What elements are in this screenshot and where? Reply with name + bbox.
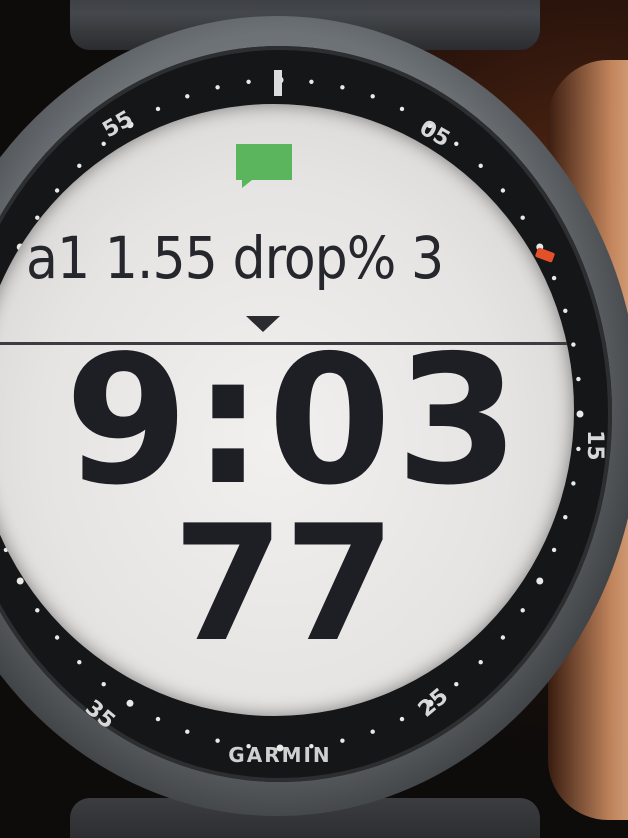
bezel-dot [500,188,506,193]
bezel-dot [126,121,134,129]
watch-display: a1 1.55 drop% 3 9:03 77 [0,104,574,716]
bezel-dot [551,275,557,281]
bezel-dot [35,608,40,613]
data-field-bottom: 77 [172,490,396,677]
bezel-dot [563,515,568,520]
data-field-top: a1 1.55 drop% 3 [26,224,444,292]
message-icon [236,144,292,188]
bezel-dot [309,744,314,749]
bezel-dot [215,738,220,743]
time-display: 9:03 [64,317,524,524]
bezel-dot [536,577,544,585]
bezel-dot [576,410,584,418]
bezel-dot [77,660,82,665]
twelve-o-clock-marker [274,70,282,96]
bezel-dot [520,608,525,613]
bezel-dot [478,660,483,665]
bezel-dot [576,376,581,382]
bezel-dot [246,79,251,84]
bezel-dot [16,577,24,585]
bezel-dot [155,716,161,722]
bezel-dot [276,744,284,752]
bezel-marker-55: 55 [99,106,138,143]
bezel-dot [426,699,434,707]
bezel-dot [370,94,375,99]
bezel-dot [399,716,405,722]
bezel-dot [370,729,375,734]
bezel-dot [500,635,506,640]
bezel-dot [155,106,161,112]
bezel-dot [563,308,568,313]
bezel-dot [185,729,190,734]
bezel-marker-35: 35 [80,695,120,734]
bezel-dot [551,547,557,553]
bezel-dot [340,738,345,743]
bezel-dot [101,682,106,687]
bezel-dot [520,215,525,220]
bezel-dot [454,682,459,687]
bezel-dot [126,699,134,707]
bezel-dot [185,94,190,99]
bezel-dot [571,481,576,486]
bezel-marker-15: 15 [582,430,607,461]
bezel-dot [215,85,220,90]
bezel-dot [454,141,459,146]
bezel-dot [246,744,251,749]
field-divider [0,342,574,345]
bezel-dot [54,635,60,640]
bezel-dot [54,188,60,193]
bezel-dot [426,121,434,129]
bezel-marker-25: 25 [414,684,454,723]
pointer-triangle-icon [246,316,280,332]
bezel-dot [77,163,82,168]
bezel-dot [478,163,483,168]
bezel-dot [309,79,314,84]
brand-logo: GARMIN [228,743,331,767]
bezel-dot [340,85,345,90]
bezel-dot [399,106,405,112]
bezel-markings: 55 05 15 25 35 GARMIN [3,70,607,767]
bezel-dot [101,141,106,146]
bezel-dot [576,446,581,452]
